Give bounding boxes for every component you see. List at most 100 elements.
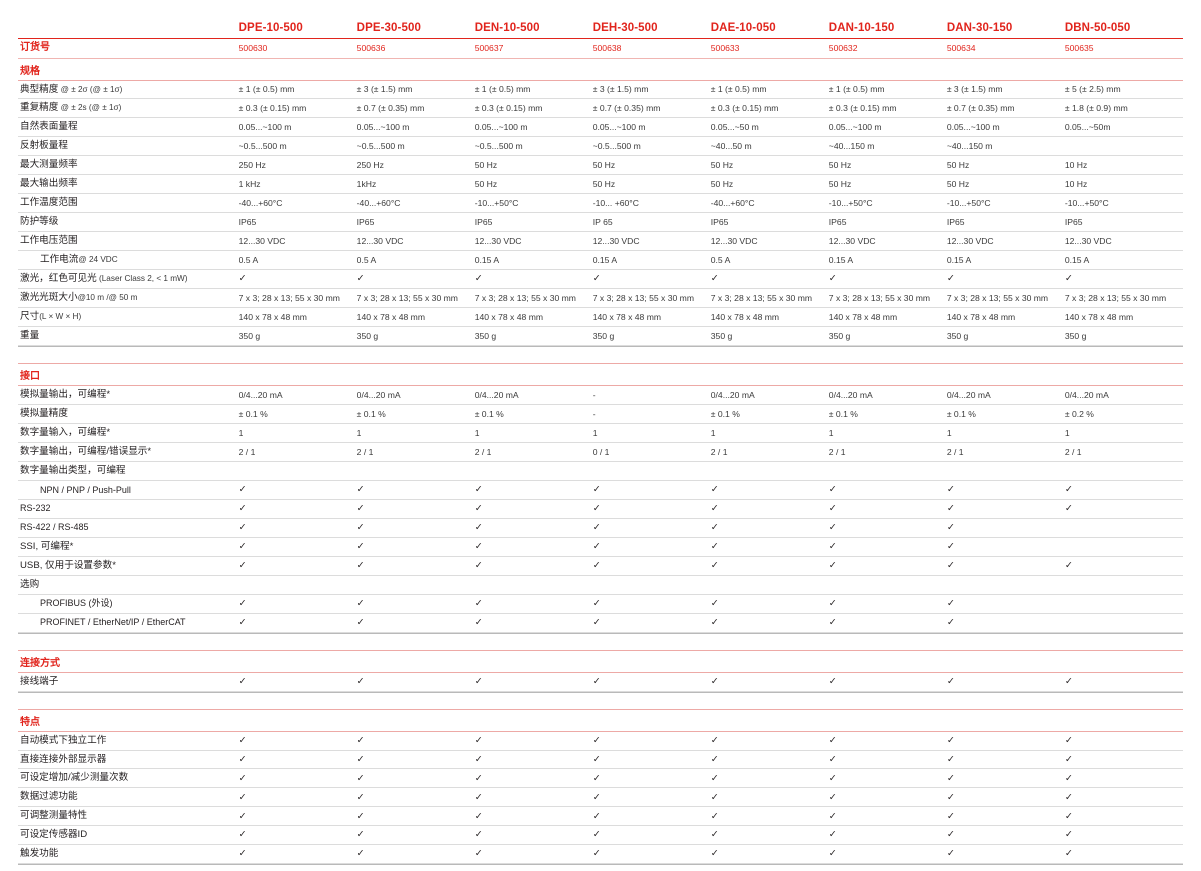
cell-check: ✓ <box>828 825 947 846</box>
row-label: 工作电压范围 <box>18 231 239 252</box>
cell-check: ✓ <box>828 844 947 865</box>
order-number-value: 500630 <box>238 38 357 59</box>
cell-check: ✓ <box>710 518 829 538</box>
cell-value: ± 1 (± 0.5) mm <box>238 80 357 100</box>
cell-value: 0.15 A <box>828 250 947 271</box>
cell-value: 0/4...20 mA <box>1064 385 1183 406</box>
table-row: 模拟量精度 ± 0.1 % ± 0.1 % ± 0.1 % - ± 0.1 % ± 0.1 … <box>18 404 1183 425</box>
cell-check: ✓ <box>710 787 829 808</box>
row-label: 激光光斑大小@10 m /@ 50 m <box>18 288 239 309</box>
cell-check: ✓ <box>946 269 1065 290</box>
cell-value <box>828 461 947 482</box>
cell-value: ~40...50 m <box>710 136 829 157</box>
cell-value: 140 x 78 x 48 mm <box>474 307 593 328</box>
cell-value: 12...30 VDC <box>1064 231 1183 252</box>
table-row: PROFINET / EtherNet/IP / EtherCAT ✓ ✓ ✓ ✓ ✓ ✓ ✓ <box>18 613 1183 633</box>
row-label-text: 数字量输入，可编程* <box>20 427 111 439</box>
cell-check: ✓ <box>238 672 357 692</box>
row-label-text: 触发功能 <box>20 848 59 860</box>
row-label-text: 最大输出频率 <box>20 178 78 190</box>
cell-value: 0.5 A <box>238 250 357 271</box>
row-label-text: 防护等级 <box>20 216 59 228</box>
cell-check: ✓ <box>828 556 947 576</box>
cell-check: ✓ <box>356 613 475 633</box>
cell-value: 0.15 A <box>1064 250 1183 271</box>
table-row: SSI, 可编程* ✓ ✓ ✓ ✓ ✓ ✓ ✓ <box>18 537 1183 557</box>
model-header-dan-10-150: DAN-10-150 <box>828 22 895 34</box>
cell-check: ✓ <box>1064 806 1183 827</box>
cell-value: ± 0.3 (± 0.15) mm <box>238 98 357 119</box>
section-title: 连接方式 <box>18 649 1183 673</box>
cell-value: ~0.5...500 m <box>238 136 357 157</box>
cell-check: ✓ <box>238 613 357 633</box>
cell-check: ✓ <box>710 750 829 770</box>
cell-value: ± 0.3 (± 0.15) mm <box>828 98 947 119</box>
cell-value: -10...+50°C <box>1064 193 1183 214</box>
row-label-text: 工作电流 <box>40 254 79 266</box>
cell-value: 2 / 1 <box>474 442 593 463</box>
row-label: 可设定传感器ID <box>18 825 239 846</box>
cell-check: ✓ <box>828 537 947 557</box>
cell-check: ✓ <box>946 806 1065 827</box>
cell-value: 0.5 A <box>356 250 475 271</box>
cell-value: ± 0.2 % <box>1064 404 1183 425</box>
cell-value: 350 g <box>946 326 1065 347</box>
cell-value: ± 0.1 % <box>710 404 829 425</box>
row-label-text: 选购 <box>20 578 40 590</box>
cell-value: 50 Hz <box>474 155 593 176</box>
cell-check: ✓ <box>592 750 711 770</box>
order-number-value: 500635 <box>1064 38 1183 59</box>
cell-check: ✓ <box>828 613 947 633</box>
row-label: 模拟量输出，可编程* <box>18 385 239 406</box>
cell-value: ± 0.1 % <box>828 404 947 425</box>
cell-check: ✓ <box>828 672 947 692</box>
row-label-text: NPN / PNP / Push-Pull <box>40 484 131 495</box>
table-header: DPE-10-500 DPE-30-500 DEN-10-500 DEH-30-500… <box>18 22 1183 39</box>
row-label-text: 重量 <box>20 330 40 342</box>
cell-value: 0.05...~50 m <box>710 117 829 138</box>
cell-value: 1 kHz <box>238 174 357 195</box>
cell-check: ✓ <box>238 480 357 501</box>
cell-check: ✓ <box>1064 480 1183 501</box>
row-label-note: @ 24 VDC <box>78 255 118 265</box>
cell-value: ~0.5...500 m <box>474 136 593 157</box>
cell-value: ± 0.1 % <box>474 404 593 425</box>
cell-value: 50 Hz <box>474 174 593 195</box>
row-label: PROFINET / EtherNet/IP / EtherCAT <box>18 613 239 633</box>
cell-value <box>1064 575 1183 595</box>
cell-value: ± 0.7 (± 0.35) mm <box>946 98 1065 119</box>
cell-value: -10...+50°C <box>474 193 593 214</box>
cell-value <box>356 575 475 595</box>
cell-value: -10... +60°C <box>592 193 711 214</box>
row-label: 尺寸(L × W × H) <box>18 307 239 328</box>
table-row: 可设定传感器ID ✓ ✓ ✓ ✓ ✓ ✓ ✓ ✓ <box>18 825 1183 846</box>
cell-value: 0.15 A <box>592 250 711 271</box>
cell-check: ✓ <box>474 269 593 290</box>
section-title: 接口 <box>18 363 1183 387</box>
table-row: 尺寸(L × W × H) 140 x 78 x 48 mm 140 x 78 x … <box>18 307 1183 328</box>
cell-check: ✓ <box>474 672 593 692</box>
cell-value: 50 Hz <box>946 174 1065 195</box>
cell-check: ✓ <box>238 844 357 865</box>
row-label: 数据过滤功能 <box>18 787 239 808</box>
cell-value: ± 3 (± 1.5) mm <box>592 80 711 100</box>
block-end-cell <box>18 345 1183 348</box>
table-row: 选购 <box>18 575 1183 595</box>
row-label-text: RS-422 / RS-485 <box>20 522 89 533</box>
cell-check: ✓ <box>1064 825 1183 846</box>
order-number-value: 500633 <box>710 38 829 59</box>
cell-check: ✓ <box>238 825 357 846</box>
cell-check: ✓ <box>474 750 593 770</box>
row-label-text: 直接连接外部显示器 <box>20 753 107 765</box>
row-label-text: PROFIBUS (外设) <box>40 598 113 609</box>
cell-check: ✓ <box>828 750 947 770</box>
row-label: 数字量输入，可编程* <box>18 423 239 444</box>
row-label: 防护等级 <box>18 212 239 233</box>
cell-check: ✓ <box>238 537 357 557</box>
cell-check: ✓ <box>592 672 711 692</box>
cell-value: 1 <box>238 423 357 444</box>
cell-value: 140 x 78 x 48 mm <box>1064 307 1183 328</box>
cell-value: 50 Hz <box>828 174 947 195</box>
cell-check: ✓ <box>474 480 593 501</box>
cell-value: 0.05...~100 m <box>946 117 1065 138</box>
